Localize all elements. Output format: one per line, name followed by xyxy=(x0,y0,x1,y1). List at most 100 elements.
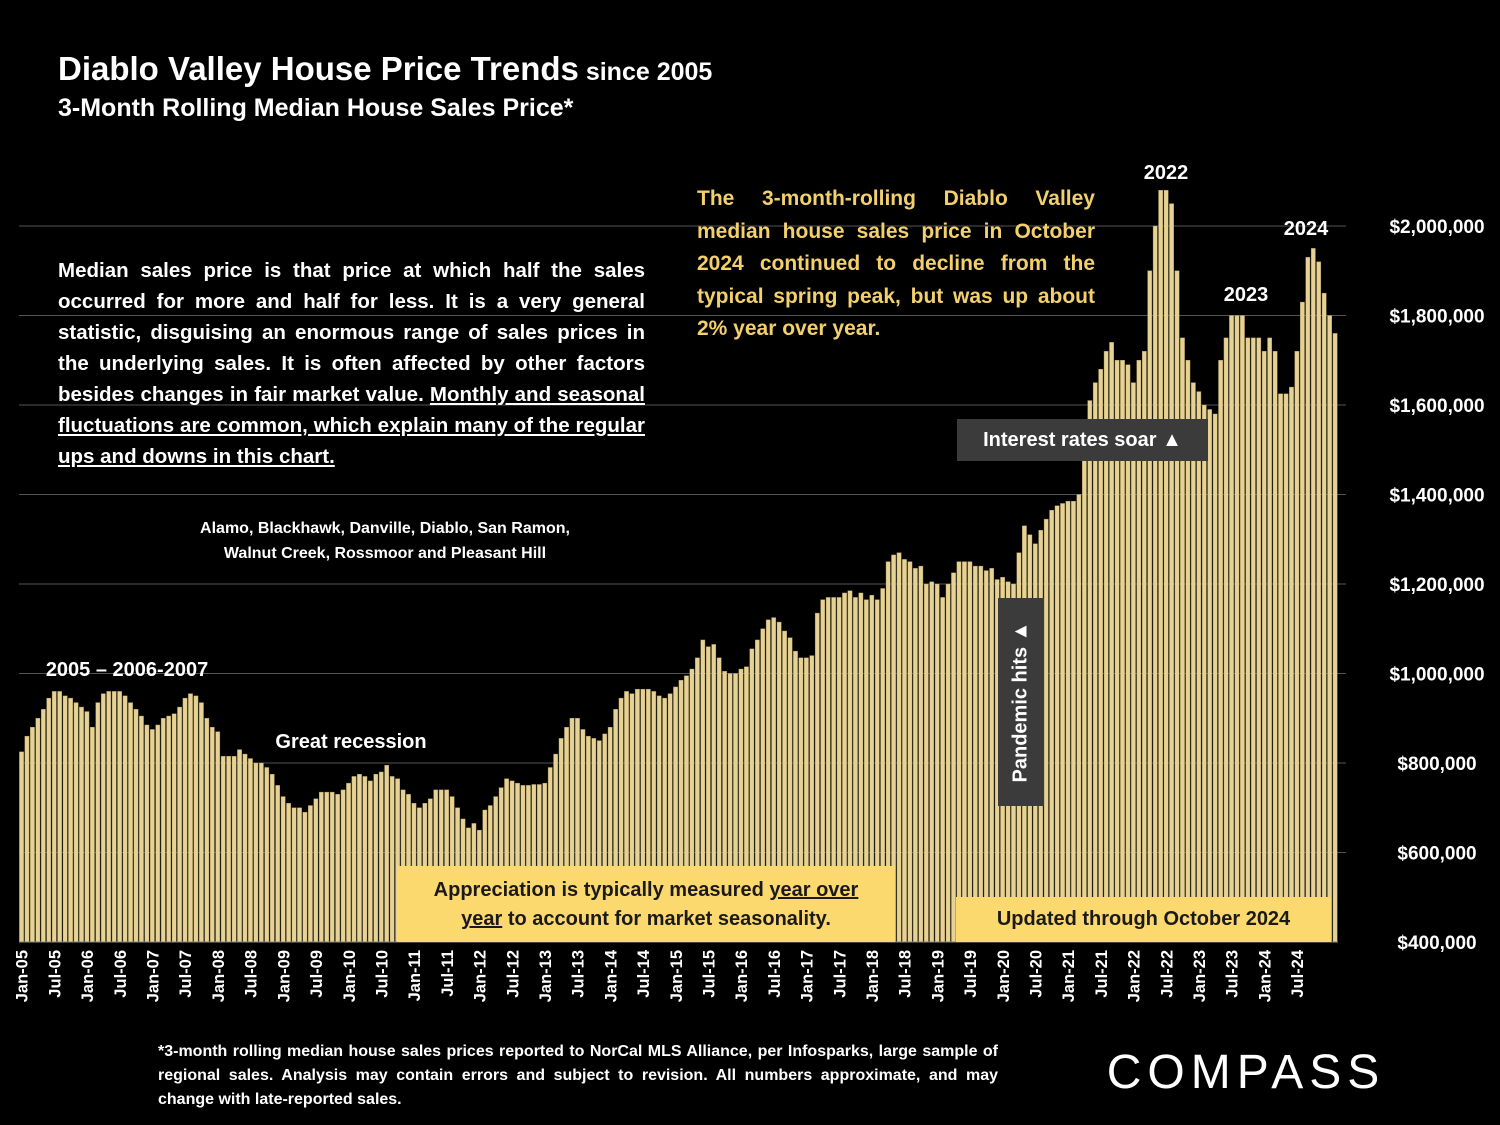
bar xyxy=(346,782,351,943)
bar xyxy=(1321,292,1327,943)
chart-title: Diablo Valley House Price Trends since 2… xyxy=(58,50,712,88)
bar xyxy=(1300,301,1305,943)
x-tick-label: Jul-07 xyxy=(177,950,195,998)
bar xyxy=(1071,501,1076,943)
bar xyxy=(128,702,133,943)
x-tick-label: Jul-24 xyxy=(1289,949,1307,998)
bar xyxy=(1076,494,1082,943)
bar xyxy=(1174,270,1180,943)
bar xyxy=(84,711,90,943)
x-tick-label: Jan-07 xyxy=(145,950,163,1002)
bar xyxy=(220,756,226,943)
bar xyxy=(302,812,308,943)
bar xyxy=(318,791,324,943)
x-tick-label: Jan-08 xyxy=(210,950,228,1002)
y-tick-label: $600,000 xyxy=(1397,844,1476,865)
bar xyxy=(1240,315,1245,943)
bar xyxy=(1316,261,1322,943)
bar xyxy=(231,756,237,943)
x-tick-label: Jul-09 xyxy=(308,950,326,998)
bar xyxy=(1054,505,1060,943)
bar xyxy=(226,756,231,943)
bar xyxy=(291,807,297,943)
y-tick-label: $1,400,000 xyxy=(1389,486,1484,507)
bar xyxy=(1283,393,1289,943)
bar xyxy=(275,785,281,943)
y-tick-label: $1,000,000 xyxy=(1389,665,1484,686)
bar xyxy=(106,691,112,943)
x-tick-label: Jan-17 xyxy=(799,950,817,1002)
bar xyxy=(73,702,79,943)
bar xyxy=(199,702,204,943)
bar xyxy=(95,702,101,943)
bar xyxy=(1087,400,1093,943)
bar xyxy=(368,780,373,943)
bar xyxy=(1158,189,1163,943)
bar xyxy=(1250,337,1256,943)
bar xyxy=(215,731,221,943)
bar xyxy=(111,691,117,943)
footnote: *3-month rolling median house sales pric… xyxy=(158,1043,998,1108)
bar xyxy=(280,796,286,943)
x-tick-label: Jul-15 xyxy=(700,950,718,998)
x-tick-label: Jul-23 xyxy=(1224,950,1242,998)
bar xyxy=(956,561,962,943)
x-tick-label: Jan-14 xyxy=(602,949,620,1002)
bar xyxy=(313,798,319,943)
median-explanation-note: Median sales price is that price at whic… xyxy=(58,255,645,472)
bar xyxy=(182,697,188,943)
note-underlined-text: Monthly and seasonal fluctuations are co… xyxy=(58,383,645,468)
appreciation-text-a: Appreciation is typically measured xyxy=(433,879,770,901)
logo-text: COMPASS xyxy=(1107,1046,1385,1099)
x-tick-label: Jul-20 xyxy=(1028,950,1046,998)
bar xyxy=(264,767,270,943)
bar xyxy=(122,695,128,943)
bar xyxy=(237,749,242,943)
bar xyxy=(30,727,35,943)
bar xyxy=(962,561,967,943)
x-tick-label: Jan-21 xyxy=(1060,950,1078,1002)
x-tick-label: Jan-23 xyxy=(1191,950,1209,1002)
bar xyxy=(171,713,177,943)
bar xyxy=(923,583,929,943)
bar xyxy=(324,791,330,943)
bar xyxy=(204,718,210,943)
x-tick-label: Jul-16 xyxy=(766,950,784,998)
x-tick-label: Jan-19 xyxy=(929,950,947,1002)
bar xyxy=(1289,386,1294,943)
bar xyxy=(139,715,144,943)
bar xyxy=(357,773,362,943)
x-tick-label: Jan-20 xyxy=(995,950,1013,1002)
bar xyxy=(259,762,264,943)
bar xyxy=(384,765,390,943)
bar xyxy=(1218,360,1223,943)
bar xyxy=(934,583,940,943)
bar xyxy=(907,561,913,943)
bar xyxy=(951,572,956,943)
x-tick-label: Jan-18 xyxy=(864,950,882,1002)
y-tick-label: $1,600,000 xyxy=(1389,396,1484,417)
bar xyxy=(166,715,172,943)
bar xyxy=(1305,257,1311,943)
x-tick-label: Jul-11 xyxy=(439,950,457,997)
bar xyxy=(983,570,989,943)
bar xyxy=(57,691,63,943)
bar xyxy=(133,709,139,943)
bar xyxy=(177,706,182,943)
bar xyxy=(188,693,193,943)
y-tick-label: $1,800,000 xyxy=(1389,307,1484,328)
bar xyxy=(389,776,395,943)
appreciation-underline-2: year xyxy=(461,908,503,930)
bar xyxy=(1169,203,1174,943)
bar xyxy=(253,762,259,943)
bar xyxy=(1196,391,1202,943)
x-tick-label: Jul-22 xyxy=(1158,950,1176,998)
pandemic-box: Pandemic hits ▲ xyxy=(998,598,1044,806)
bar xyxy=(24,735,30,943)
bar xyxy=(1278,393,1283,943)
bar xyxy=(1065,501,1071,943)
bar xyxy=(913,568,918,943)
bar xyxy=(1043,518,1049,943)
interest-rates-box: Interest rates soar ▲ xyxy=(957,419,1208,461)
